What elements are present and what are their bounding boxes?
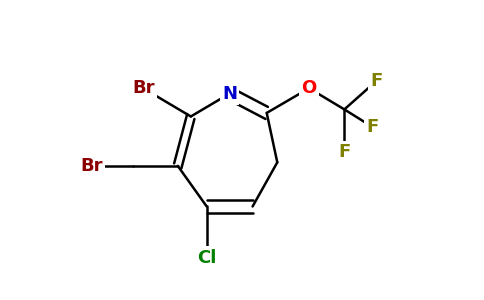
Text: Br: Br	[81, 157, 103, 175]
Text: F: F	[370, 72, 382, 90]
Text: Br: Br	[132, 79, 154, 97]
Text: N: N	[222, 85, 237, 103]
Text: Cl: Cl	[197, 249, 216, 267]
Text: F: F	[338, 143, 350, 161]
Text: F: F	[366, 118, 378, 136]
Text: O: O	[302, 79, 317, 97]
